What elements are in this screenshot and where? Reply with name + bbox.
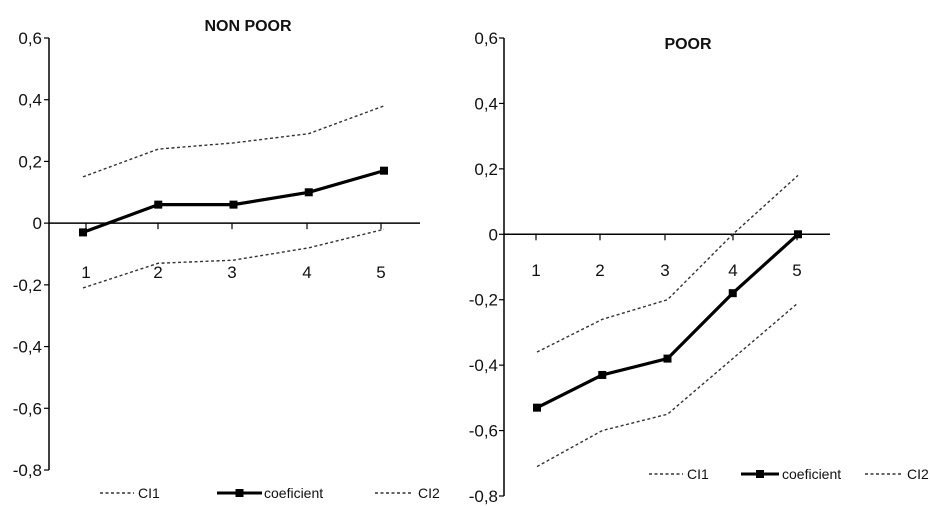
y-tick-label: -0,6	[469, 422, 498, 441]
chart-title: NON POOR	[204, 18, 292, 35]
legend-label: coeficient	[782, 466, 841, 482]
y-tick-label: 0,4	[474, 94, 498, 113]
data-point-marker	[304, 188, 313, 197]
series-line-ci1	[82, 105, 385, 178]
y-tick-label: 0	[489, 225, 498, 244]
data-point-marker	[663, 354, 672, 363]
x-tick-label: 2	[595, 261, 604, 280]
y-tick-label: -0,8	[13, 461, 42, 480]
chart-legend: CI1 coeficient CI2	[649, 466, 929, 482]
data-point-marker	[728, 289, 737, 298]
legend-marker	[235, 489, 244, 497]
x-tick-label: 4	[302, 263, 311, 282]
y-tick-label: -0,2	[469, 291, 498, 310]
y-tick-label: 0	[33, 214, 42, 233]
x-tick-label: 5	[376, 263, 385, 282]
data-point-marker	[533, 403, 541, 412]
series-line-ci2	[536, 302, 799, 468]
y-tick-label: -0,8	[469, 487, 498, 506]
legend-label: coeficient	[264, 485, 323, 501]
y-tick-label: -0,4	[13, 338, 42, 357]
chart-title: POOR	[664, 36, 712, 53]
data-point-marker	[598, 370, 607, 379]
x-tick-label: 3	[227, 263, 236, 282]
x-tick-label: 1	[531, 261, 540, 280]
x-tick-label: 2	[153, 263, 162, 282]
legend-label: CI2	[907, 466, 929, 482]
y-tick-label: 0,2	[18, 152, 42, 171]
chart-panel-1: NON POOR 0,6 0,4 0,2 0 -0,2 -0,4 -0,6 -0,8 1 2 3 4 5 C…	[13, 18, 440, 501]
x-tick-label: 5	[792, 261, 801, 280]
legend-label: CI1	[687, 466, 709, 482]
data-point-marker	[794, 230, 802, 239]
legend-label: CI1	[138, 485, 160, 501]
y-tick-label: -0,4	[469, 356, 498, 375]
legend-marker	[756, 470, 764, 478]
x-tick-label: 4	[728, 261, 737, 280]
data-point-marker	[154, 200, 163, 209]
y-tick-label: 0,6	[474, 29, 498, 48]
legend-label: CI2	[418, 485, 440, 501]
data-point-marker	[380, 166, 388, 175]
y-tick-label: 0,2	[474, 160, 498, 179]
x-tick-label: 3	[660, 261, 669, 280]
y-tick-label: 0,4	[18, 91, 42, 110]
y-tick-label: 0,6	[18, 29, 42, 48]
data-point-marker	[79, 228, 87, 237]
y-tick-label: -0,2	[13, 276, 42, 295]
chart-legend: CI1 coeficient CI2	[100, 485, 440, 501]
y-tick-label: -0,6	[13, 399, 42, 418]
x-tick-label: 1	[81, 263, 90, 282]
data-point-marker	[229, 200, 238, 209]
series-line-ci2	[82, 228, 385, 289]
chart-panel-2: POOR 0,6 0,4 0,2 0 -0,2 -0,4 -0,6 -0,8 1 2 3 4 5 CI1 co…	[469, 29, 929, 506]
